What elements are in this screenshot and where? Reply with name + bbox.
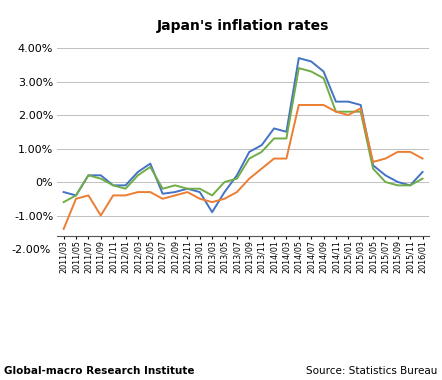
- CPI: [197, 190, 202, 194]
- CPI: [123, 183, 128, 188]
- CPI excluding fresh food: [370, 166, 376, 171]
- CPI: [135, 170, 141, 174]
- CPI: [148, 162, 153, 166]
- Title: Japan's inflation rates: Japan's inflation rates: [157, 19, 329, 33]
- CPI excluding fresh food: [160, 187, 165, 191]
- CPI: [73, 193, 79, 198]
- CPI excluding fresh food: [408, 183, 413, 188]
- Core CPI: [197, 196, 202, 201]
- Core CPI: [358, 106, 363, 111]
- CPI excluding fresh food: [420, 176, 425, 181]
- Core CPI: [135, 190, 141, 194]
- CPI excluding fresh food: [61, 200, 66, 204]
- CPI: [358, 103, 363, 107]
- CPI: [172, 190, 178, 194]
- CPI: [333, 99, 339, 104]
- CPI: [420, 170, 425, 174]
- Core CPI: [408, 150, 413, 154]
- Line: CPI excluding fresh food: CPI excluding fresh food: [64, 68, 423, 202]
- Core CPI: [110, 193, 116, 198]
- Core CPI: [98, 213, 103, 218]
- CPI: [210, 210, 215, 214]
- CPI excluding fresh food: [284, 136, 289, 141]
- Line: CPI: CPI: [64, 58, 423, 212]
- Core CPI: [73, 196, 79, 201]
- Core CPI: [383, 156, 388, 161]
- CPI: [309, 59, 314, 64]
- Text: Source: Statistics Bureau: Source: Statistics Bureau: [306, 366, 438, 376]
- Core CPI: [185, 190, 190, 194]
- CPI: [86, 173, 91, 177]
- CPI excluding fresh food: [98, 176, 103, 181]
- CPI excluding fresh food: [271, 136, 277, 141]
- CPI excluding fresh food: [135, 173, 141, 177]
- CPI: [408, 183, 413, 188]
- Core CPI: [259, 166, 264, 171]
- Core CPI: [296, 103, 301, 107]
- CPI excluding fresh food: [321, 76, 326, 81]
- CPI excluding fresh food: [247, 156, 252, 161]
- Core CPI: [370, 160, 376, 164]
- CPI excluding fresh food: [383, 180, 388, 184]
- Text: Global-macro Research Institute: Global-macro Research Institute: [4, 366, 195, 376]
- CPI excluding fresh food: [259, 150, 264, 154]
- Line: Core CPI: Core CPI: [64, 105, 423, 229]
- CPI excluding fresh food: [86, 173, 91, 177]
- CPI: [222, 190, 227, 194]
- CPI: [234, 173, 240, 177]
- CPI: [185, 187, 190, 191]
- CPI excluding fresh food: [210, 193, 215, 198]
- Core CPI: [395, 150, 400, 154]
- CPI excluding fresh food: [222, 180, 227, 184]
- CPI: [284, 130, 289, 134]
- CPI excluding fresh food: [309, 69, 314, 74]
- CPI: [395, 180, 400, 184]
- CPI: [110, 183, 116, 188]
- CPI: [370, 163, 376, 168]
- Core CPI: [172, 193, 178, 198]
- CPI excluding fresh food: [395, 183, 400, 188]
- CPI: [160, 192, 165, 196]
- CPI: [271, 126, 277, 131]
- CPI excluding fresh food: [234, 176, 240, 181]
- Text: -2.00%: -2.00%: [11, 245, 50, 255]
- CPI excluding fresh food: [185, 187, 190, 191]
- CPI excluding fresh food: [172, 183, 178, 188]
- Core CPI: [222, 196, 227, 201]
- CPI excluding fresh food: [123, 187, 128, 191]
- Core CPI: [346, 113, 351, 117]
- Core CPI: [420, 156, 425, 161]
- Core CPI: [284, 156, 289, 161]
- Core CPI: [160, 196, 165, 201]
- Core CPI: [333, 109, 339, 114]
- CPI excluding fresh food: [197, 187, 202, 191]
- CPI: [383, 173, 388, 177]
- Core CPI: [321, 103, 326, 107]
- CPI excluding fresh food: [333, 109, 339, 114]
- CPI excluding fresh food: [296, 66, 301, 70]
- Core CPI: [61, 226, 66, 231]
- Core CPI: [247, 176, 252, 181]
- CPI excluding fresh food: [110, 183, 116, 188]
- CPI excluding fresh food: [148, 165, 153, 169]
- CPI: [61, 190, 66, 194]
- Core CPI: [86, 193, 91, 198]
- CPI excluding fresh food: [73, 193, 79, 198]
- CPI: [259, 143, 264, 147]
- CPI excluding fresh food: [346, 109, 351, 114]
- CPI: [321, 69, 326, 74]
- CPI: [346, 99, 351, 104]
- Core CPI: [210, 200, 215, 204]
- Core CPI: [148, 190, 153, 194]
- CPI: [247, 150, 252, 154]
- Core CPI: [309, 103, 314, 107]
- Core CPI: [234, 190, 240, 194]
- Core CPI: [123, 193, 128, 198]
- Core CPI: [271, 156, 277, 161]
- CPI: [296, 56, 301, 60]
- CPI excluding fresh food: [358, 109, 363, 114]
- CPI: [98, 173, 103, 177]
